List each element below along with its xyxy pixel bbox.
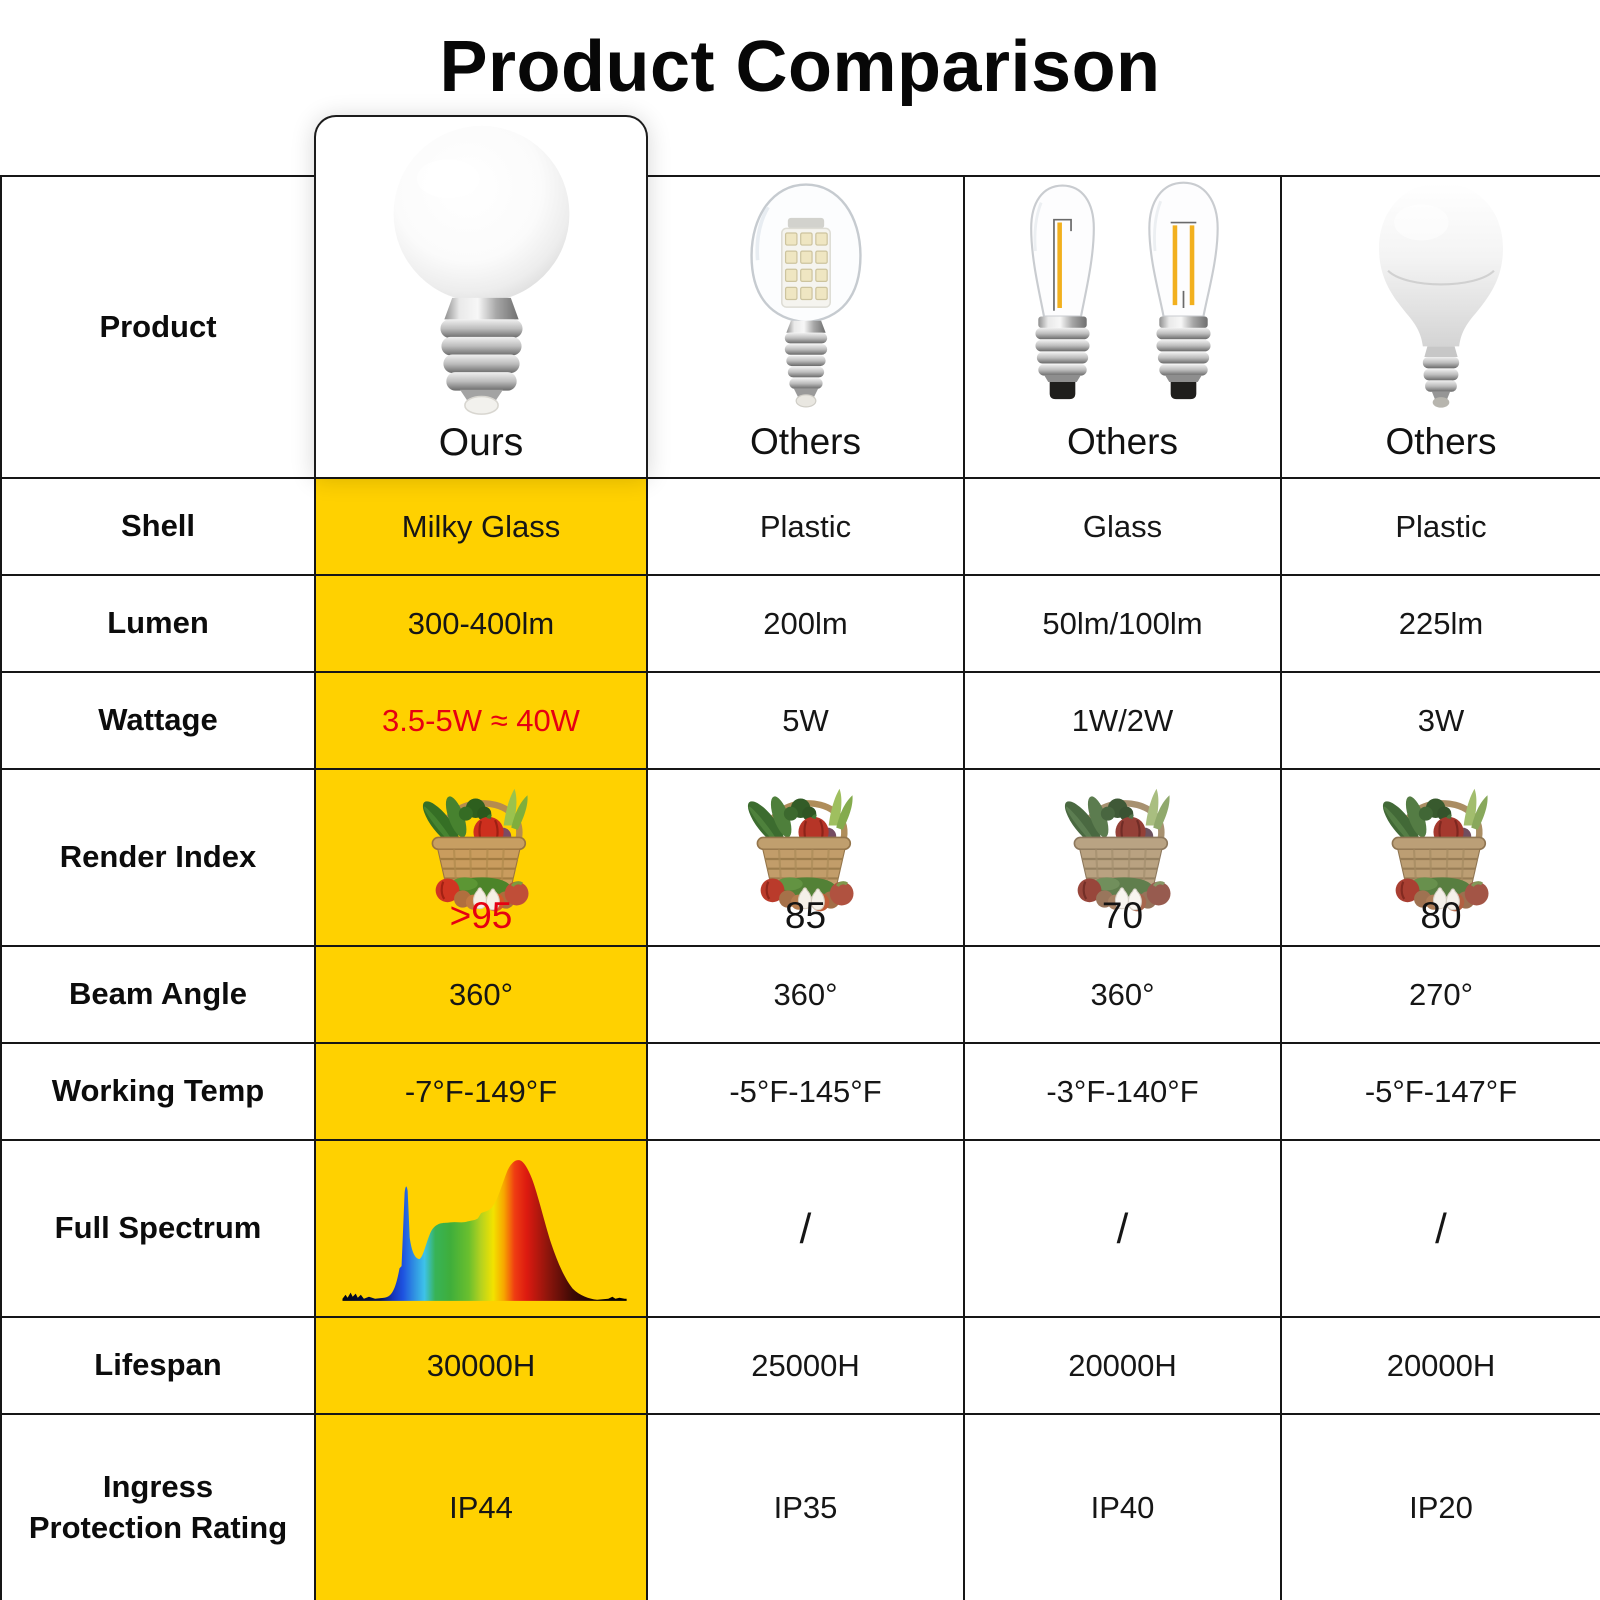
edison-filament-bulbs-image: [1029, 181, 1219, 400]
product-cell-others-3: Others: [1282, 177, 1600, 477]
cell-render-others-3: 80: [1282, 770, 1600, 945]
cell-render-ours: >95: [316, 770, 648, 945]
cell-lifespan-others-3: 20000H: [1386, 1347, 1496, 1383]
row-ingress-protection: Ingress Protection Rating IP44 IP35 IP40…: [2, 1413, 1600, 1600]
vegetable-basket-image: [400, 778, 562, 913]
row-working-temp: Working Temp -7°F-149°F -5°F-145°F -3°F-…: [2, 1042, 1600, 1139]
row-label-lifespan: Lifespan: [2, 1318, 316, 1413]
product-cell-others-1: Others: [648, 177, 965, 477]
comparison-table: Product: [0, 175, 1600, 1600]
render-index-value-others-3: 80: [1420, 895, 1462, 936]
cell-spectrum-others-3: /: [1435, 1204, 1447, 1252]
cell-wattage-others-1: 5W: [648, 673, 965, 768]
cell-shell-others-1: Plastic: [648, 479, 965, 574]
column-name-others-2: Others: [1066, 421, 1179, 462]
cell-lifespan-others-2: 20000H: [965, 1318, 1282, 1413]
cell-ip-others-1: IP35: [648, 1415, 965, 1600]
render-index-value-others-1: 85: [784, 895, 827, 936]
cell-beam-others-2: 360°: [965, 947, 1282, 1042]
row-label-lumen: Lumen: [2, 576, 316, 671]
frosted-a-bulb-image: [1378, 183, 1504, 408]
cell-ip-ours: IP44: [316, 1415, 648, 1600]
cell-wattage-others-3: 3W: [1417, 702, 1465, 738]
row-label-full-spectrum: Full Spectrum: [2, 1141, 316, 1316]
vegetable-basket-image: [725, 778, 887, 913]
row-label-wattage: Wattage: [2, 673, 316, 768]
vegetable-basket-image: [1042, 778, 1204, 913]
cell-spectrum-ours: [316, 1141, 648, 1316]
row-lifespan: Lifespan 30000H 25000H 20000H 20000H: [2, 1316, 1600, 1413]
row-label-shell: Shell: [2, 479, 316, 574]
cell-spectrum-others-2: /: [965, 1141, 1282, 1316]
cell-ip-others-3: IP20: [1409, 1489, 1473, 1525]
row-label-render-index: Render Index: [2, 770, 316, 945]
corn-led-bulb-image: [749, 183, 862, 408]
row-render-index: Render Index >95 85 70 80: [2, 768, 1600, 945]
ingress-label-line2: Protection Rating: [28, 1509, 288, 1545]
column-name-ours: Ours: [438, 421, 524, 464]
row-label-beam-angle: Beam Angle: [2, 947, 316, 1042]
row-shell: Shell Milky Glass Plastic Glass Plastic: [2, 477, 1600, 574]
milky-globe-bulb-image: [393, 125, 569, 415]
column-name-others-1: Others: [749, 421, 862, 462]
cell-lumen-others-3: 225lm: [1398, 605, 1484, 641]
cell-shell-others-3: Plastic: [1395, 508, 1487, 544]
cell-lumen-others-2: 50lm/100lm: [965, 576, 1282, 671]
cell-shell-ours: Milky Glass: [316, 479, 648, 574]
product-cell-others-2: Others: [965, 177, 1282, 477]
row-label-working-temp: Working Temp: [2, 1044, 316, 1139]
page-title: Product Comparison: [439, 27, 1161, 107]
cell-temp-others-3: -5°F-147°F: [1364, 1073, 1518, 1109]
render-index-value-ours: >95: [449, 895, 513, 936]
cell-shell-others-2: Glass: [965, 479, 1282, 574]
cell-beam-ours: 360°: [316, 947, 648, 1042]
cell-wattage-ours: 3.5-5W ≈ 40W: [316, 673, 648, 768]
cell-lifespan-others-1: 25000H: [648, 1318, 965, 1413]
cell-temp-others-2: -3°F-140°F: [965, 1044, 1282, 1139]
cell-lumen-others-1: 200lm: [648, 576, 965, 671]
ingress-label-line1: Ingress: [102, 1469, 214, 1505]
column-name-others-3: Others: [1385, 421, 1497, 462]
row-lumen: Lumen 300-400lm 200lm 50lm/100lm 225lm: [2, 574, 1600, 671]
cell-beam-others-3: 270°: [1408, 976, 1474, 1012]
cell-temp-ours: -7°F-149°F: [316, 1044, 648, 1139]
row-label-product: Product: [2, 177, 316, 477]
cell-render-others-1: 85: [648, 770, 965, 945]
cell-beam-others-1: 360°: [648, 947, 965, 1042]
cell-spectrum-others-1: /: [648, 1141, 965, 1316]
vegetable-basket-image: [1360, 778, 1522, 913]
row-beam-angle: Beam Angle 360° 360° 360° 270°: [2, 945, 1600, 1042]
row-label-ingress-protection: Ingress Protection Rating: [2, 1415, 316, 1600]
row-product: Product: [2, 177, 1600, 477]
cell-render-others-2: 70: [965, 770, 1282, 945]
ours-product-card: Ours: [314, 115, 648, 477]
render-index-value-others-2: 70: [1101, 895, 1144, 936]
cell-lifespan-ours: 30000H: [316, 1318, 648, 1413]
row-wattage: Wattage 3.5-5W ≈ 40W 5W 1W/2W 3W: [2, 671, 1600, 768]
cell-temp-others-1: -5°F-145°F: [648, 1044, 965, 1139]
row-full-spectrum: Full Spectrum / / /: [2, 1139, 1600, 1316]
cell-lumen-ours: 300-400lm: [316, 576, 648, 671]
full-spectrum-chart: [342, 1160, 627, 1301]
cell-ip-others-2: IP40: [965, 1415, 1282, 1600]
cell-wattage-others-2: 1W/2W: [965, 673, 1282, 768]
